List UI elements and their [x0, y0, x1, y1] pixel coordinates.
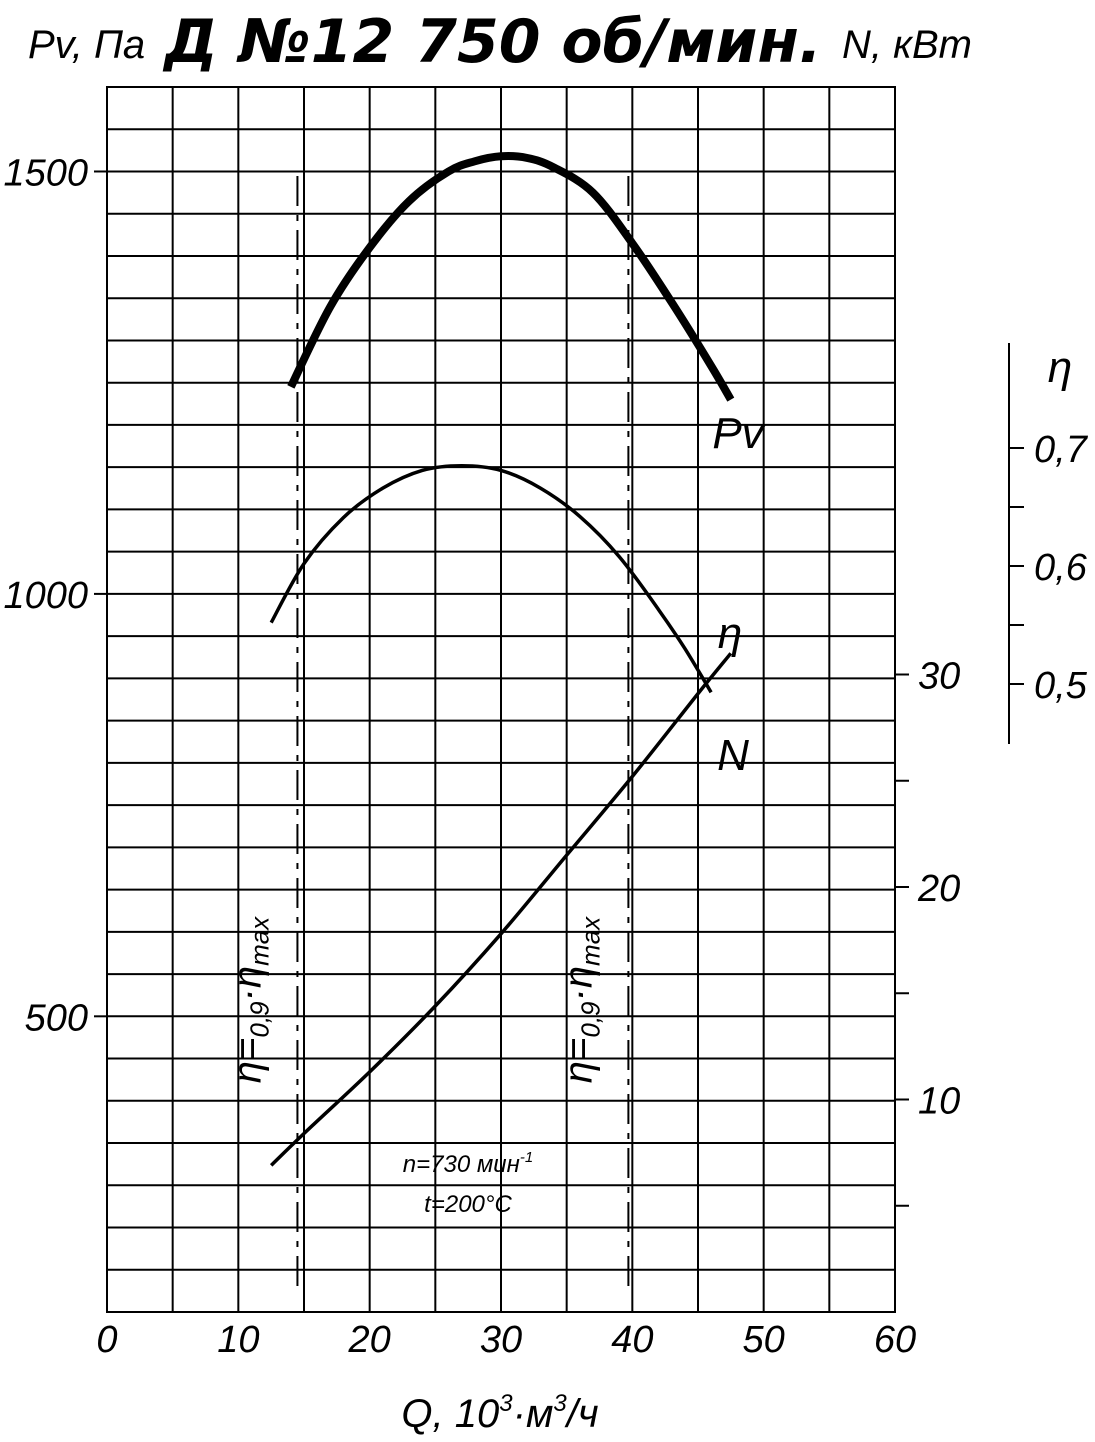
x-tick-label: 40 [611, 1319, 653, 1361]
efficiency-bound-label: η=0,9·ηmax [225, 916, 274, 1083]
curve-eta [269, 463, 713, 694]
plot-grid [106, 86, 896, 1313]
operating-conditions: n=730 мин-1 t=200°C [403, 1149, 533, 1218]
curve-n [269, 652, 733, 1167]
eta-axis-title: η [1048, 343, 1072, 392]
speed-annotation: n=730 мин-1 [403, 1149, 533, 1178]
x-tick-label: 30 [480, 1319, 522, 1361]
x-tick-label: 10 [217, 1319, 259, 1361]
chart-title: Д №12 750 об/мин. [162, 7, 821, 77]
x-axis-title: Q, 103·м3/ч [401, 1390, 598, 1436]
efficiency-bound-label: η=0,9·ηmax [556, 916, 605, 1083]
eta-tick-label: 0,7 [1034, 429, 1089, 471]
x-tick-label: 0 [96, 1319, 117, 1361]
curve-label-eta: η [718, 609, 742, 658]
left-tick-label: 500 [25, 997, 88, 1039]
eta-tick-label: 0,6 [1034, 547, 1088, 589]
curve-left [287, 152, 735, 402]
x-tick-label: 20 [348, 1319, 391, 1361]
n-tick-label: 10 [918, 1081, 960, 1123]
eta-axis: 0,5 0,6 0,7 η [1008, 343, 1089, 744]
left-tick-label: 1500 [3, 152, 88, 194]
left-axis-title: Pv, Па [28, 23, 145, 67]
x-tick-label: 60 [874, 1319, 916, 1361]
tick-labels: 500 1000 1500 10 20 30 0 10 20 30 40 50 60 [3, 152, 960, 1361]
plot-frame [106, 86, 896, 1313]
curve-label-left: Pv [712, 409, 766, 458]
eta-tick-label: 0,5 [1034, 665, 1088, 707]
temperature-annotation: t=200°C [424, 1191, 512, 1218]
left-tick-label: 1000 [3, 575, 88, 617]
x-tick-label: 50 [743, 1319, 785, 1361]
efficiency-bounds: η=0,9·ηmax η=0,9·ηmax [225, 176, 630, 1288]
n-tick-label: 20 [917, 868, 960, 910]
curves: Pv η N [269, 152, 767, 1167]
n-tick-label: 30 [918, 656, 960, 698]
curve-label-n: N [717, 731, 749, 780]
right-axis-title: N, кВт [842, 23, 972, 67]
